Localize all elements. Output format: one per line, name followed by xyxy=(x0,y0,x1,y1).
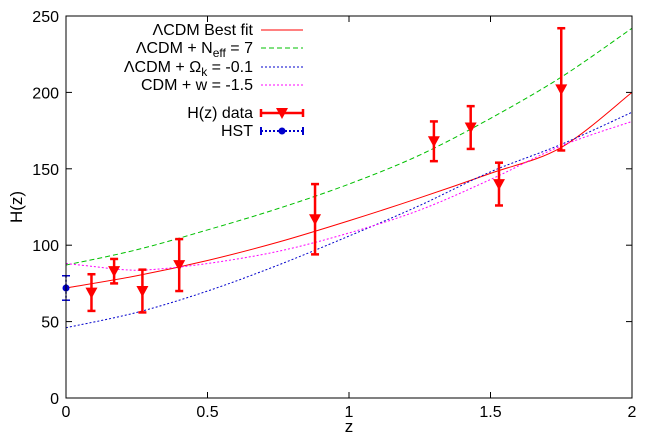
x-tick-label: 0.5 xyxy=(196,404,218,421)
legend-label-cdm-best-fit: ΛCDM Best fit xyxy=(153,22,254,39)
series-line-cdm-w-1-5 xyxy=(65,120,633,271)
y-tick-label: 50 xyxy=(41,315,59,332)
y-axis-label: H(z) xyxy=(7,191,26,223)
data-point xyxy=(173,260,186,272)
data-point xyxy=(108,266,121,278)
y-tick-label: 250 xyxy=(32,9,59,26)
x-axis-label: z xyxy=(345,417,354,436)
data-point xyxy=(555,84,568,96)
legend-label-cdm-n-eff-7: ΛCDM + Neff = 7 xyxy=(136,40,253,60)
y-tick-label: 0 xyxy=(50,391,59,408)
y-tick-label: 200 xyxy=(32,85,59,102)
x-tick-label: 1.5 xyxy=(479,404,501,421)
x-tick-label: 2 xyxy=(628,404,637,421)
x-tick-label: 1 xyxy=(345,404,354,421)
legend-label-cdm-w-1-5: CDM + w = -1.5 xyxy=(141,77,253,94)
legend-marker xyxy=(276,108,288,119)
data-point xyxy=(427,136,440,148)
legend-marker xyxy=(278,127,286,135)
series-line-cdm-n-eff-7 xyxy=(65,27,633,266)
data-point xyxy=(85,287,98,299)
axes: 0 0.5 1 1.5 2 0 50 100 150 200 250 xyxy=(32,9,636,421)
data-point xyxy=(309,214,322,226)
data-point xyxy=(492,179,505,191)
y-tick-label: 150 xyxy=(32,162,59,179)
series-line-cdm-k-0-1 xyxy=(65,111,633,329)
data-point xyxy=(136,286,149,298)
legend-label-hst: HST xyxy=(221,123,253,140)
series-line-cdm-best-fit xyxy=(65,92,633,289)
legend-label-h-z-data: H(z) data xyxy=(187,105,253,122)
x-tick-label: 0 xyxy=(62,404,71,421)
y-tick-label: 100 xyxy=(32,238,59,255)
legend-label-cdm-k-0-1: ΛCDM + Ωk = -0.1 xyxy=(124,59,253,79)
data-point xyxy=(464,122,477,134)
